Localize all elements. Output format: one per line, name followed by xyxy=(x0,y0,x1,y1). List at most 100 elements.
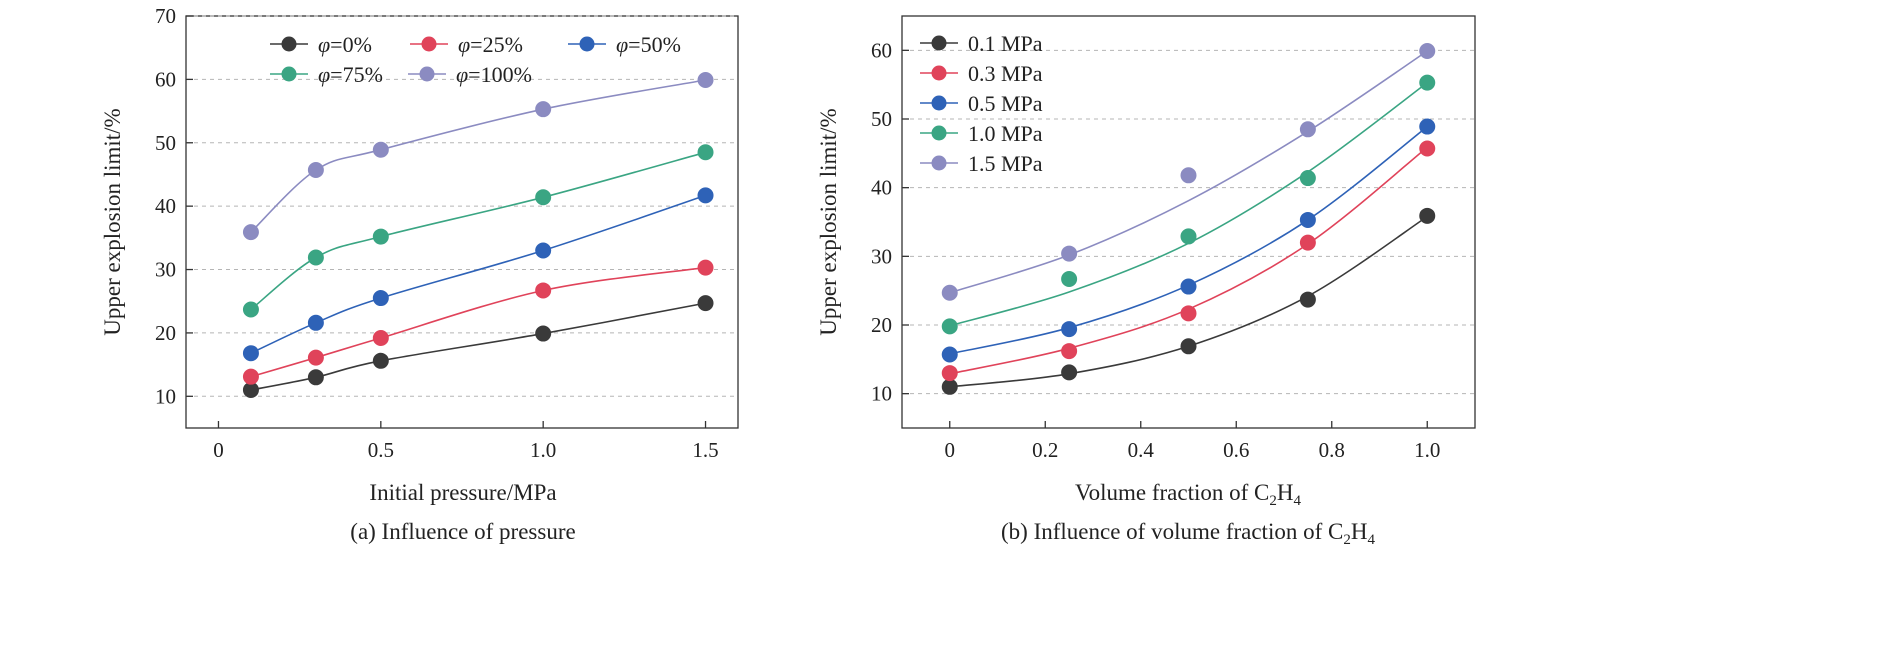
data-point-a-2-2 xyxy=(372,290,389,307)
legend-label-b-4: 1.5 MPa xyxy=(968,151,1043,176)
legend-name-a-4: =100% xyxy=(468,62,532,87)
legend-name-b-4: 1.5 MPa xyxy=(968,151,1043,176)
data-point-a-1-1 xyxy=(307,349,324,366)
series-lines-a xyxy=(250,79,706,391)
series-line-a-1 xyxy=(250,266,706,378)
x-axis-label-b-sub2: 4 xyxy=(1294,493,1302,509)
data-point-b-0-4 xyxy=(1419,207,1436,224)
y-axis-label-b: Upper explosion limit/% xyxy=(816,108,841,335)
data-point-a-1-0 xyxy=(242,368,259,385)
data-point-b-0-2 xyxy=(1180,338,1197,355)
data-point-a-4-0 xyxy=(242,224,259,241)
legend-label-b-2: 0.5 MPa xyxy=(968,91,1043,116)
x-tick-label-b-4: 0.8 xyxy=(1319,438,1345,462)
series-line-a-2 xyxy=(250,194,706,354)
series-line-a-3 xyxy=(250,151,706,311)
legend-symbol-a-0: φ xyxy=(318,32,330,57)
y-tick-label-b-1: 20 xyxy=(871,313,892,337)
data-point-a-3-4 xyxy=(697,144,714,161)
legend-label-a-0: φ=0% xyxy=(318,32,372,57)
legend-name-b-1: 0.3 MPa xyxy=(968,61,1043,86)
caption-b-mid: H xyxy=(1351,519,1368,544)
data-point-b-2-1 xyxy=(1061,321,1078,338)
y-tick-label-a-4: 50 xyxy=(155,131,176,155)
legend-b: 0.1 MPa 0.3 MPa 0.5 MPa 1.0 MPa 1.5 MPa xyxy=(920,31,1043,176)
legend-marker-b-1 xyxy=(931,65,947,81)
x-axis-label-a: Initial pressure/MPa xyxy=(369,480,556,505)
data-point-a-2-1 xyxy=(307,314,324,331)
legend-a: φ=0% φ=25% φ=50%φ=75% φ=100% xyxy=(270,32,681,87)
y-tick-label-b-5: 60 xyxy=(871,38,892,62)
data-point-b-4-0 xyxy=(941,284,958,301)
x-tick-label-b-2: 0.4 xyxy=(1128,438,1155,462)
data-point-a-2-0 xyxy=(242,345,259,362)
legend-name-a-3: =75% xyxy=(330,62,383,87)
legend-marker-a-4 xyxy=(419,66,435,82)
legend-name-a-1: =25% xyxy=(470,32,523,57)
data-points-a xyxy=(242,72,714,398)
caption-b-main: (b) Influence of volume fraction of C xyxy=(1001,519,1343,544)
data-point-a-2-3 xyxy=(535,242,552,259)
data-point-b-2-4 xyxy=(1419,118,1436,135)
data-point-b-1-4 xyxy=(1419,140,1436,157)
data-point-a-1-4 xyxy=(697,259,714,276)
legend-symbol-a-4: φ xyxy=(456,62,468,87)
data-point-b-4-4 xyxy=(1419,43,1436,60)
legend-marker-b-4 xyxy=(931,155,947,171)
data-point-a-4-4 xyxy=(697,72,714,89)
legend-label-a-3: φ=75% xyxy=(318,62,383,87)
data-points-b xyxy=(941,43,1436,395)
x-axis-label-b-mid: H xyxy=(1277,480,1294,505)
data-point-b-3-0 xyxy=(941,318,958,335)
data-point-b-3-2 xyxy=(1180,228,1197,245)
data-point-a-1-3 xyxy=(535,282,552,299)
legend-label-b-3: 1.0 MPa xyxy=(968,121,1043,146)
y-tick-label-a-5: 60 xyxy=(155,67,176,91)
legend-marker-a-0 xyxy=(281,36,297,52)
x-tick-label-b-0: 0 xyxy=(945,438,956,462)
data-point-a-3-0 xyxy=(242,301,259,318)
legend-name-b-2: 0.5 MPa xyxy=(968,91,1043,116)
x-axis-label-b-main: Volume fraction of C xyxy=(1075,480,1269,505)
legend-name-b-0: 0.1 MPa xyxy=(968,31,1043,56)
caption-b-sub2: 4 xyxy=(1367,532,1375,548)
data-point-b-1-1 xyxy=(1061,343,1078,360)
y-tick-label-a-0: 10 xyxy=(155,384,176,408)
data-point-b-2-3 xyxy=(1299,211,1316,228)
y-tick-label-a-1: 20 xyxy=(155,321,176,345)
legend-marker-b-2 xyxy=(931,95,947,111)
legend-marker-b-3 xyxy=(931,125,947,141)
grid-a xyxy=(186,15,738,397)
x-tick-label-b-1: 0.2 xyxy=(1032,438,1058,462)
legend-marker-a-1 xyxy=(421,36,437,52)
data-point-a-2-4 xyxy=(697,187,714,204)
data-point-b-3-4 xyxy=(1419,74,1436,91)
data-point-a-1-2 xyxy=(372,329,389,346)
legend-marker-a-2 xyxy=(579,36,595,52)
data-point-a-0-4 xyxy=(697,295,714,312)
legend-label-b-1: 0.3 MPa xyxy=(968,61,1043,86)
data-point-b-4-3 xyxy=(1299,121,1316,138)
legend-symbol-a-3: φ xyxy=(318,62,330,87)
data-point-a-0-1 xyxy=(307,369,324,386)
legend-name-a-0: =0% xyxy=(330,32,372,57)
data-point-b-1-3 xyxy=(1299,234,1316,251)
data-point-b-0-1 xyxy=(1061,364,1078,381)
chart-panel-b: 10 20 30 40 50 60 0 0.2 0.4 0.6 0.8 1.0 0.1 MPa 0.3 … xyxy=(816,15,1476,548)
x-tick-label-a-3: 1.5 xyxy=(692,438,718,462)
data-point-b-3-1 xyxy=(1061,270,1078,287)
x-tick-label-a-0: 0 xyxy=(213,438,224,462)
data-point-b-3-3 xyxy=(1299,170,1316,187)
y-tick-label-a-6: 70 xyxy=(155,4,176,28)
data-point-a-3-2 xyxy=(372,228,389,245)
x-tick-label-a-2: 1.0 xyxy=(530,438,556,462)
data-point-a-4-2 xyxy=(372,141,389,158)
data-point-b-0-0 xyxy=(941,378,958,395)
caption-b-sub1: 2 xyxy=(1343,532,1351,548)
y-axis-label-a: Upper explosion limit/% xyxy=(100,108,125,335)
series-line-b-4 xyxy=(949,50,1428,294)
series-line-a-4 xyxy=(250,79,706,233)
data-point-b-0-3 xyxy=(1299,291,1316,308)
